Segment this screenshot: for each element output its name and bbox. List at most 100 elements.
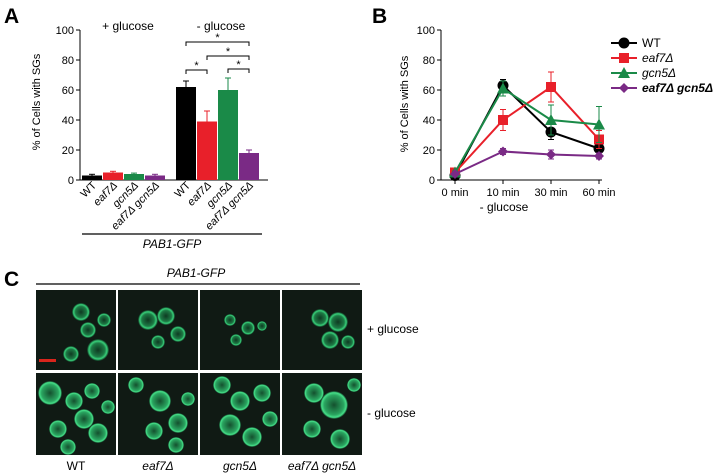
- data-point: [498, 115, 508, 125]
- yeast-cell: [65, 392, 83, 410]
- yeast-cell: [168, 437, 184, 453]
- yeast-cell: [262, 411, 278, 427]
- panel-label-b: B: [372, 5, 387, 28]
- significance-star: *: [194, 60, 199, 72]
- panel-b-x-tick-label: 0 min: [442, 187, 469, 199]
- panel-b-y-tick-label: 20: [423, 145, 435, 157]
- bar: [103, 172, 123, 180]
- legend-label: eaf7Δ: [642, 51, 673, 65]
- yeast-cell: [97, 313, 111, 327]
- yeast-cell: [157, 307, 175, 325]
- data-point: [545, 114, 557, 125]
- bar: [124, 174, 144, 180]
- row-label-plus-glucose: + glucose: [367, 322, 419, 336]
- yeast-cell: [321, 331, 339, 349]
- significance-bracket: [206, 55, 250, 60]
- legend-marker: [619, 83, 629, 93]
- panel-b-ylabel: % of Cells with SGs: [399, 55, 411, 152]
- yeast-cell: [72, 303, 90, 321]
- series-line: [454, 83, 600, 176]
- yeast-cell: [257, 321, 267, 331]
- bar: [145, 175, 165, 180]
- legend-marker: [618, 67, 630, 78]
- yeast-cell: [80, 322, 96, 338]
- panel-a-y-tick-label: 0: [68, 175, 74, 187]
- micrograph-panel-c: PAB1-GFP + glucose - glucose WT eaf7Δ gcn5…: [36, 266, 419, 473]
- panel-b-y-tick-label: 80: [423, 55, 435, 67]
- yeast-cell: [330, 429, 350, 449]
- yeast-cell: [303, 420, 321, 438]
- panel-b-y-tick-label: 60: [423, 85, 435, 97]
- yeast-cell: [87, 339, 109, 361]
- panel-c-strain-label: PAB1-GFP: [167, 266, 225, 280]
- legend-marker: [618, 37, 630, 49]
- significance-star: *: [215, 32, 220, 44]
- yeast-cell: [170, 326, 186, 342]
- panel-b-x-tick-label: 10 min: [486, 187, 519, 199]
- row-label-minus-glucose: - glucose: [367, 406, 416, 420]
- significance-star: *: [226, 46, 231, 58]
- yeast-cell: [230, 391, 250, 411]
- significance-bracket: [185, 69, 208, 74]
- yeast-cell: [181, 392, 195, 406]
- panel-label-a: A: [4, 5, 19, 28]
- column-label: eaf7Δ gcn5Δ: [288, 459, 356, 473]
- column-label: gcn5Δ: [223, 459, 257, 473]
- yeast-cell: [49, 420, 67, 438]
- yeast-cell: [84, 383, 100, 399]
- yeast-cell: [151, 335, 165, 349]
- legend-marker: [619, 53, 629, 63]
- panel-a-y-tick-label: 20: [62, 145, 74, 157]
- bar: [82, 175, 102, 180]
- panel-b-y-tick-label: 100: [417, 25, 435, 37]
- bar: [176, 87, 196, 180]
- yeast-cell: [213, 376, 231, 394]
- bar: [218, 90, 238, 180]
- legend-label: WT: [642, 36, 661, 50]
- panel-a-y-tick-label: 40: [62, 115, 74, 127]
- line-chart-panel-b: % of Cells with SGs - glucose 0 20 40 60 80 1…: [399, 25, 713, 214]
- micrograph-tile: [118, 290, 198, 370]
- series-line: [454, 87, 600, 173]
- yeast-cell: [60, 439, 76, 455]
- data-point: [497, 82, 509, 94]
- significance-bracket: [227, 68, 250, 73]
- yeast-cell: [138, 310, 158, 330]
- panel-b-x-tick-label: 60 min: [582, 187, 615, 199]
- yeast-cell: [230, 334, 242, 346]
- yeast-cell: [347, 378, 361, 392]
- panel-b-x-tick-label: 30 min: [534, 187, 567, 199]
- yeast-cell: [145, 422, 163, 440]
- panel-b-y-tick-label: 40: [423, 115, 435, 127]
- panel-a-ylabel: % of Cells with SGs: [31, 53, 43, 150]
- data-point: [546, 149, 556, 160]
- bar: [239, 153, 259, 180]
- yeast-cell: [149, 390, 171, 412]
- data-point: [498, 146, 508, 157]
- column-label: eaf7Δ: [142, 459, 173, 473]
- data-point: [450, 169, 460, 179]
- data-point: [594, 151, 604, 161]
- yeast-cell: [320, 391, 348, 419]
- significance-bracket: [185, 41, 250, 46]
- panel-a-y-tick-label: 60: [62, 85, 74, 97]
- legend-label: gcn5Δ: [642, 66, 676, 80]
- panel-a-y-tick-label: 80: [62, 55, 74, 67]
- panel-label-c: C: [4, 268, 19, 291]
- panel-b-y-tick-label: 0: [429, 175, 435, 187]
- yeast-cell: [74, 409, 94, 429]
- yeast-cell: [168, 413, 188, 433]
- yeast-cell: [341, 335, 355, 349]
- yeast-cell: [253, 384, 271, 402]
- yeast-cell: [311, 309, 329, 327]
- panel-a-y-tick-label: 100: [56, 25, 74, 37]
- yeast-cell: [128, 377, 144, 393]
- micrograph-tile: [282, 290, 362, 370]
- data-point: [593, 118, 605, 130]
- yeast-cell: [241, 321, 255, 335]
- micrograph-tile: [200, 290, 280, 370]
- bar-chart-panel-a: % of Cells with SGs + glucose - glucose …: [31, 19, 268, 251]
- series-line: [454, 150, 600, 175]
- panel-a-strain-label: PAB1-GFP: [143, 237, 201, 251]
